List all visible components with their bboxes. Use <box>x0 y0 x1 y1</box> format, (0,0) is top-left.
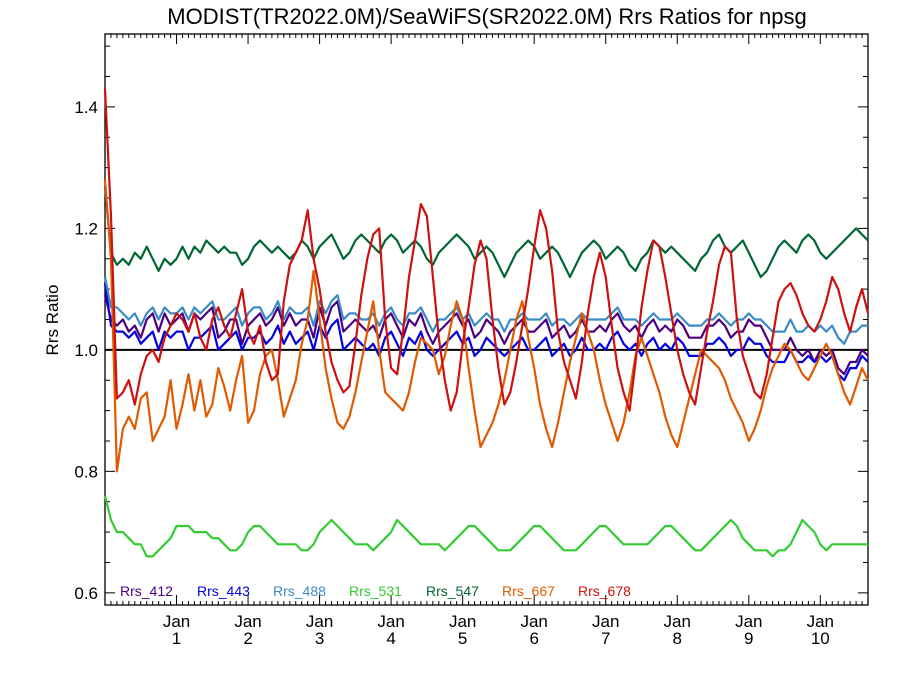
x-tick-year: 10 <box>811 629 830 648</box>
series-line-rrs-531 <box>103 495 868 558</box>
legend: Rrs_412 Rrs_443 Rrs_488 Rrs_531 Rrs_547 Rrs_6… <box>120 583 631 599</box>
y-axis: 0.6 0.8 1.0 1.2 1.4 <box>74 45 868 603</box>
x-axis: Jan1Jan2Jan3Jan4Jan5Jan6Jan7Jan8Jan9Jan1… <box>110 34 863 648</box>
x-tick-year: 9 <box>744 629 753 648</box>
x-tick-month: Jan <box>592 612 619 631</box>
legend-item: Rrs_667 <box>502 583 555 599</box>
legend-item: Rrs_547 <box>426 583 479 599</box>
x-tick-month: Jan <box>735 612 762 631</box>
plot-area <box>103 88 870 558</box>
x-tick-month: Jan <box>234 612 261 631</box>
chart-title: MODIST(TR2022.0M)/SeaWiFS(SR2022.0M) Rrs… <box>167 4 806 29</box>
x-tick-year: 7 <box>601 629 610 648</box>
series-line-rrs-412 <box>103 294 869 376</box>
x-tick-year: 1 <box>172 629 181 648</box>
series-line-rrs-678 <box>103 88 870 412</box>
legend-item: Rrs_488 <box>273 583 326 599</box>
series-line-rrs-488 <box>103 276 868 345</box>
x-tick-year: 6 <box>529 629 538 648</box>
y-tick-label: 0.6 <box>74 584 98 603</box>
series-line-rrs-443 <box>103 282 869 382</box>
legend-item: Rrs_412 <box>120 583 173 599</box>
x-tick-month: Jan <box>377 612 404 631</box>
y-tick-label: 1.0 <box>74 341 98 360</box>
x-tick-month: Jan <box>449 612 476 631</box>
y-axis-label: Rrs Ratio <box>43 285 62 356</box>
x-tick-year: 5 <box>458 629 467 648</box>
x-tick-year: 8 <box>673 629 682 648</box>
x-tick-month: Jan <box>520 612 547 631</box>
series-line-rrs-667 <box>103 179 869 473</box>
x-tick-year: 4 <box>386 629 395 648</box>
y-tick-label: 0.8 <box>74 462 98 481</box>
x-tick-year: 2 <box>243 629 252 648</box>
x-tick-month: Jan <box>306 612 333 631</box>
y-tick-label: 1.4 <box>74 98 98 117</box>
series-line-rrs-547 <box>103 185 869 279</box>
x-tick-month: Jan <box>163 612 190 631</box>
legend-item: Rrs_678 <box>578 583 631 599</box>
x-tick-year: 3 <box>315 629 324 648</box>
y-tick-label: 1.2 <box>74 219 98 238</box>
x-tick-month: Jan <box>807 612 834 631</box>
x-tick-month: Jan <box>664 612 691 631</box>
legend-item: Rrs_531 <box>349 583 402 599</box>
legend-item: Rrs_443 <box>197 583 250 599</box>
